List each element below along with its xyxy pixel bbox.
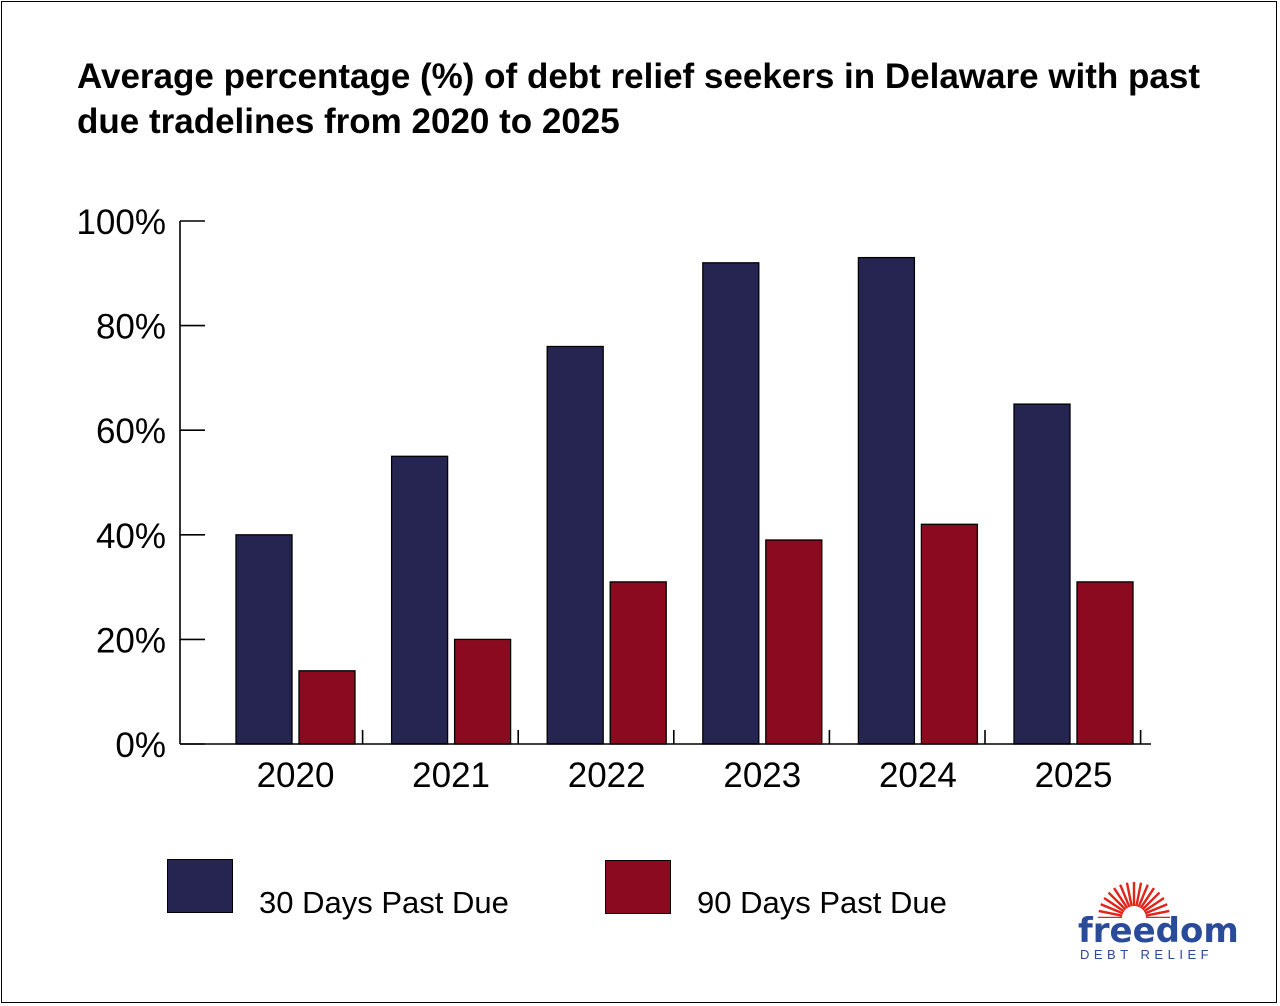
chart-title: Average percentage (%) of debt relief se…	[77, 57, 1200, 141]
bar-30-days-2023	[702, 262, 760, 745]
sunburst-ray	[1119, 884, 1131, 908]
sunburst-ray	[1141, 891, 1161, 911]
sunburst-ray	[1144, 903, 1168, 915]
bar-90-days-2020	[298, 670, 356, 745]
y-tick-label-60: 60%	[96, 412, 166, 451]
sunburst-ray	[1125, 882, 1133, 907]
y-tick-label-20: 20%	[96, 621, 166, 660]
bar-30-days-2020	[235, 534, 293, 745]
bar-30-days-2024	[857, 256, 916, 745]
sunburst-ray	[1107, 891, 1127, 911]
bar-90-days-2025	[1076, 581, 1134, 745]
x-tick-label-2023: 2023	[723, 756, 801, 795]
sunburst-ray	[1143, 897, 1165, 913]
sunburst-ray	[1113, 887, 1129, 909]
y-tick-label-0: 0%	[115, 726, 166, 765]
bar-30-days-2025	[1013, 403, 1071, 745]
bar-90-days-2021	[453, 638, 512, 745]
x-tick-label-2025: 2025	[1035, 756, 1113, 795]
x-tick-label-2022: 2022	[568, 756, 646, 795]
legend-swatch-90-days	[605, 860, 671, 914]
x-tick-label-2024: 2024	[879, 756, 957, 795]
x-tick-label-2021: 2021	[412, 756, 490, 795]
sunburst-ray	[1145, 909, 1170, 917]
bar-90-days-2023	[765, 539, 823, 745]
sunburst-ray	[1103, 897, 1125, 913]
legend-swatch-30-days	[167, 859, 233, 913]
y-tick-label-100: 100%	[76, 203, 166, 242]
sunburst-ray	[1098, 909, 1123, 917]
sunburst-ray	[1137, 884, 1149, 908]
legend-label-90-days: 90 Days Past Due	[697, 885, 947, 920]
y-tick-label-80: 80%	[96, 308, 166, 347]
bar-90-days-2024	[920, 523, 979, 745]
bar-90-days-2022	[609, 581, 667, 745]
logo-word: freedom	[1078, 911, 1239, 951]
freedom-debt-relief-logo: freedom DEBT RELIEF	[1070, 878, 1240, 964]
legend-label-30-days: 30 Days Past Due	[259, 885, 509, 920]
sunburst-ray	[1135, 882, 1143, 907]
sunburst-icon	[1098, 882, 1170, 918]
bar-30-days-2021	[390, 455, 449, 745]
sunburst-ray	[1100, 903, 1124, 915]
y-tick-label-40: 40%	[96, 517, 166, 556]
sunburst-ray	[1139, 887, 1155, 909]
bar-30-days-2022	[546, 345, 604, 745]
x-tick-label-2020: 2020	[257, 756, 335, 795]
logo-subtitle: DEBT RELIEF	[1080, 947, 1214, 962]
